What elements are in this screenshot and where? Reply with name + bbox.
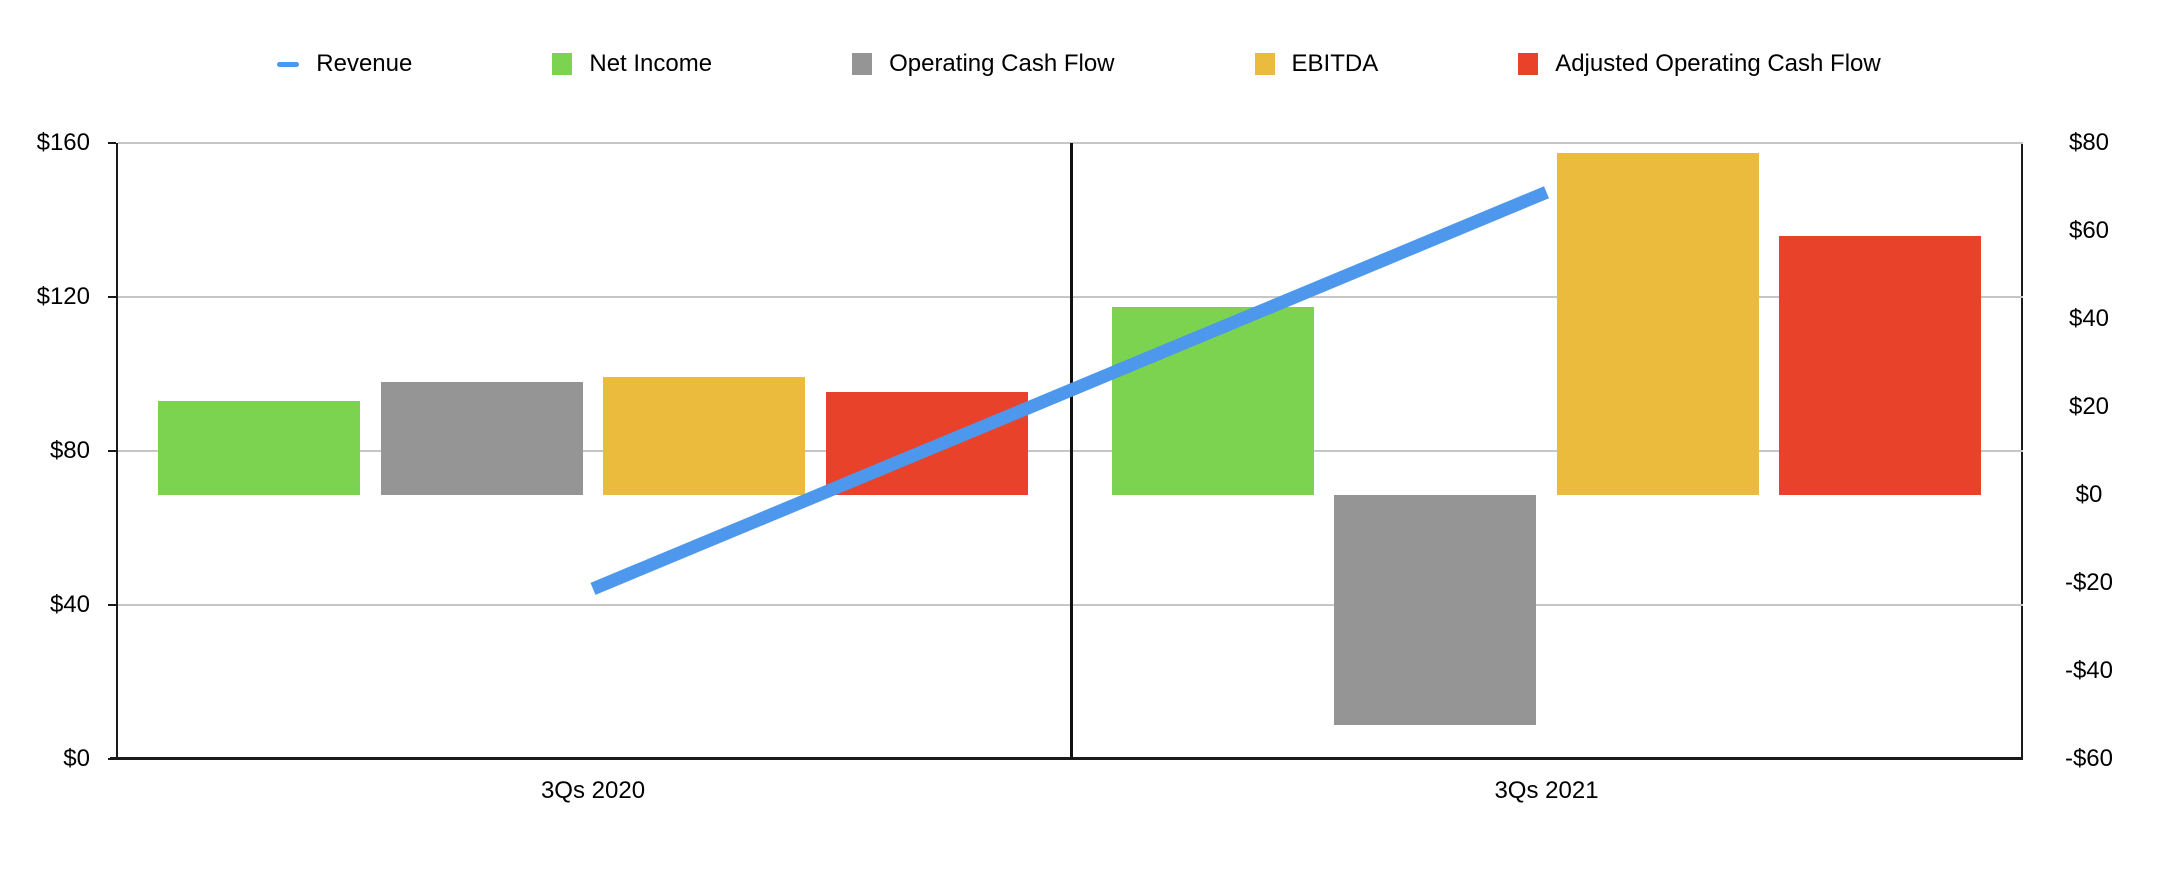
legend-label: Operating Cash Flow: [889, 50, 1115, 77]
left-axis-tick-label: $160: [36, 129, 90, 156]
adjusted-operating-cash-flow-swatch-icon: [1518, 53, 1539, 75]
bar-net-income-2: [1111, 307, 1314, 495]
left-axis-tick: [108, 604, 116, 606]
bar-operating-cash-flow-2: [1334, 495, 1537, 726]
legend-item-operating-cash-flow: Operating Cash Flow: [852, 50, 1115, 78]
bar-operating-cash-flow-1: [380, 382, 583, 495]
revenue-line: [590, 186, 1549, 595]
right-axis-tick-label: -$20: [2064, 569, 2114, 596]
legend-label: Net Income: [589, 50, 713, 77]
left-axis-tick: [108, 758, 116, 760]
legend-item-net-income: Net Income: [552, 50, 712, 78]
right-axis-tick-label: $40: [2068, 305, 2110, 332]
x-axis-category-label: 3Qs 2020: [540, 777, 646, 804]
bar-adjusted-operating-cash-flow-2: [1779, 236, 1982, 495]
ebitda-swatch-icon: [1254, 53, 1275, 75]
left-axis-tick-label: $80: [49, 437, 90, 464]
legend-label: Adjusted Operating Cash Flow: [1555, 50, 1881, 77]
legend-item-adjusted-operating-cash-flow: Adjusted Operating Cash Flow: [1518, 50, 1881, 78]
bar-net-income-1: [158, 401, 361, 495]
right-axis-tick-label: -$60: [2064, 745, 2114, 772]
right-axis-tick-label: $80: [2068, 129, 2110, 156]
category-divider-line: [1070, 143, 1073, 759]
chart-legend: Revenue Net Income Operating Cash Flow E…: [0, 50, 2158, 78]
right-axis-tick-label: -$40: [2064, 657, 2114, 684]
right-axis-tick-label: $60: [2068, 217, 2110, 244]
legend-item-ebitda: EBITDA: [1254, 50, 1379, 78]
left-axis-line: [116, 143, 118, 759]
left-axis-tick: [108, 450, 116, 452]
left-axis-tick: [108, 142, 116, 144]
x-axis-line: [110, 757, 2023, 760]
left-axis-tick-label: $0: [63, 745, 90, 772]
net-income-swatch-icon: [552, 53, 573, 75]
revenue-line-marker-icon: [277, 61, 300, 67]
left-axis-tick-label: $40: [49, 591, 90, 618]
plot-area: [108, 142, 2023, 760]
legend-label: EBITDA: [1291, 50, 1379, 77]
x-axis-category-label: 3Qs 2021: [1494, 777, 1599, 804]
legend-item-revenue: Revenue: [277, 50, 412, 78]
right-axis-tick-label: $20: [2068, 393, 2110, 420]
legend-label: Revenue: [316, 50, 413, 77]
left-axis-tick: [108, 296, 116, 298]
bar-ebitda-2: [1556, 152, 1759, 495]
bar-ebitda-1: [603, 377, 806, 495]
operating-cash-flow-swatch-icon: [852, 53, 873, 75]
left-axis-tick-label: $120: [36, 283, 90, 310]
right-axis-tick-label: $0: [2075, 481, 2103, 508]
